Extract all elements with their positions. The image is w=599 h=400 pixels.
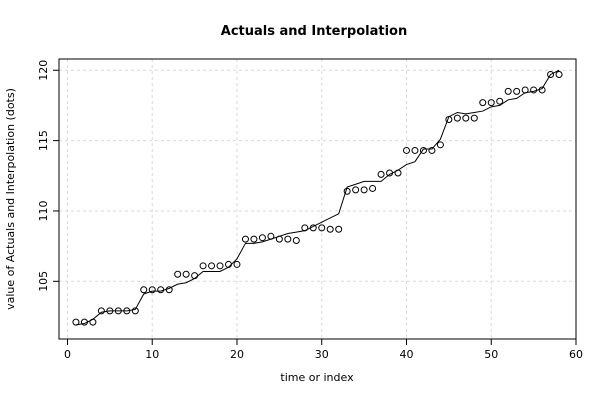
grid xyxy=(59,59,577,339)
actual-point xyxy=(208,262,216,270)
plot-frame xyxy=(58,58,577,340)
x-axis-label: time or index xyxy=(280,371,354,384)
y-axis-label: value of Actuals and Interpolation (dots… xyxy=(4,88,17,310)
actual-point xyxy=(555,70,563,78)
y-tick-label: 110 xyxy=(37,200,50,221)
series-layer xyxy=(72,69,563,326)
actual-point xyxy=(191,272,199,280)
interpolation-line xyxy=(75,69,560,326)
actual-point xyxy=(72,318,80,326)
actual-point xyxy=(250,235,258,243)
actual-point xyxy=(496,97,504,105)
actual-point xyxy=(453,114,461,122)
actual-point xyxy=(436,141,444,149)
actual-point xyxy=(335,225,343,233)
actual-point xyxy=(513,87,521,95)
actual-point xyxy=(148,286,156,294)
actual-point xyxy=(352,186,360,194)
actual-point xyxy=(241,235,249,243)
actual-point xyxy=(157,286,165,294)
actual-point xyxy=(369,184,377,192)
actual-point xyxy=(402,146,410,154)
actual-point xyxy=(470,114,478,122)
actual-point xyxy=(462,114,470,122)
actual-point xyxy=(326,225,334,233)
x-tick-label: 10 xyxy=(145,348,159,361)
actual-point xyxy=(199,262,207,270)
actual-point xyxy=(360,186,368,194)
actual-point xyxy=(225,260,233,268)
actual-point xyxy=(233,260,241,268)
chart-title: Actuals and Interpolation xyxy=(221,24,407,39)
y-axis: 105 110 115 120 xyxy=(37,60,59,292)
x-tick-label: 40 xyxy=(399,348,413,361)
actual-point xyxy=(419,146,427,154)
y-tick-label: 115 xyxy=(37,130,50,151)
actual-point xyxy=(140,286,148,294)
actual-point xyxy=(428,146,436,154)
actual-point xyxy=(411,146,419,154)
actual-point xyxy=(284,235,292,243)
actual-point xyxy=(97,307,105,315)
actual-point xyxy=(131,307,139,315)
actual-point xyxy=(258,234,266,242)
actual-point xyxy=(487,99,495,107)
x-tick-label: 60 xyxy=(569,348,583,361)
actual-point xyxy=(479,99,487,107)
actual-point xyxy=(182,270,190,278)
x-axis: 0 10 20 30 40 50 60 xyxy=(64,339,583,361)
y-tick-label: 120 xyxy=(37,60,50,81)
x-tick-label: 0 xyxy=(64,348,71,361)
actual-point xyxy=(216,262,224,270)
actual-point xyxy=(174,270,182,278)
x-tick-label: 20 xyxy=(230,348,244,361)
actual-point xyxy=(318,224,326,232)
actual-point xyxy=(504,87,512,95)
actual-point xyxy=(292,237,300,245)
actual-point xyxy=(377,170,385,178)
x-tick-label: 50 xyxy=(484,348,498,361)
y-tick-label: 105 xyxy=(37,271,50,292)
x-tick-label: 30 xyxy=(315,348,329,361)
actual-point xyxy=(547,70,555,78)
